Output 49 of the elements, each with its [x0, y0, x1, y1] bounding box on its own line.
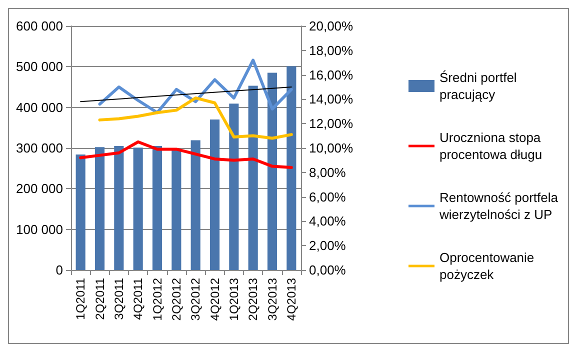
bar	[229, 104, 239, 270]
y-tick-label: 300 000	[16, 140, 63, 156]
line-series	[79, 140, 293, 170]
x-tick-label: 1Q2012	[150, 278, 164, 321]
bar	[76, 154, 86, 270]
y-tick-label: 400 000	[16, 100, 63, 115]
y2-tick-label: 6,00%	[309, 189, 346, 204]
bar	[172, 148, 182, 270]
bar	[248, 86, 258, 270]
y2-tick-label: 2,00%	[309, 238, 346, 254]
x-tick-label: 4Q2011	[131, 278, 146, 320]
y2-tick-label: 4,00%	[309, 214, 346, 229]
x-tick-label: 1Q2011	[74, 278, 88, 320]
y2-tick-label: 16,00%	[309, 67, 354, 82]
x-tick-label: 3Q2011	[112, 278, 126, 320]
y2-tick-label: 0,00%	[309, 262, 346, 278]
x-tick-label: 2Q2013	[246, 278, 260, 321]
y2-tick-label: 20,00%	[309, 18, 354, 34]
x-tick-label: 2Q2011	[92, 278, 107, 320]
bar	[152, 146, 162, 270]
x-tick-label: 3Q2012	[188, 278, 203, 321]
line-series	[98, 58, 293, 114]
y-tick-label: 500 000	[16, 59, 63, 74]
legend-label: Średni portfel pracujący	[439, 70, 517, 102]
bar	[267, 72, 278, 270]
y2-tick-label: 8,00%	[309, 164, 346, 180]
y-tick-label: 0	[56, 262, 63, 278]
line-series	[98, 96, 293, 140]
y2-tick-label: 18,00%	[309, 42, 354, 58]
y-tick-label: 600 000	[16, 18, 63, 34]
x-tick-label: 4Q2013	[284, 278, 298, 321]
y2-tick-label: 14,00%	[309, 92, 354, 107]
legend-label: Oprocentowanie pożyczek	[439, 250, 534, 282]
y-tick-label: 200 000	[16, 181, 63, 196]
bar	[114, 146, 124, 270]
y2-tick-label: 12,00%	[309, 116, 354, 132]
x-tick-label: 2Q2012	[169, 278, 184, 321]
y2-tick-label: 10,00%	[309, 140, 354, 156]
x-tick-label: 4Q2012	[208, 278, 222, 321]
legend-label: Rentowność portfela wierzytelności z UP	[438, 190, 559, 222]
x-tick-label: 1Q2013	[226, 278, 241, 321]
bar	[133, 148, 143, 270]
legend-label: Uroczniona stopa procentowa długu	[439, 130, 542, 162]
bar	[94, 147, 105, 270]
x-tick-label: 3Q2013	[265, 278, 280, 321]
bar	[286, 66, 296, 270]
y-tick-label: 100 000	[16, 222, 63, 237]
bar	[210, 120, 220, 270]
bar	[190, 140, 200, 270]
